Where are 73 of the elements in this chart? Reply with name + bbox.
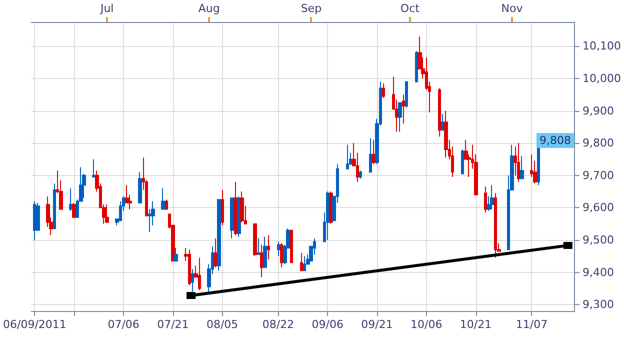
candlestick [398, 102, 402, 132]
candlestick [405, 81, 408, 108]
y-tick-label: 9,700 [582, 168, 614, 182]
x-tick-label: 08/05 [206, 318, 238, 331]
y-tick-label: 9,800 [582, 136, 614, 150]
x2-tick-label: Sep [300, 2, 322, 15]
candlestick [165, 199, 168, 210]
candlestick [346, 144, 349, 170]
x2-tick-label: Oct [400, 2, 420, 15]
candlestick [494, 192, 497, 258]
candlestick [280, 242, 283, 268]
candlestick [461, 149, 464, 174]
candlestick [138, 172, 142, 204]
x-tick-label: 10/06 [410, 318, 442, 331]
candlestick [520, 156, 524, 180]
candlestick [290, 230, 293, 264]
candlestick [92, 158, 96, 178]
y-tick-label: 9,600 [582, 201, 614, 214]
candlestick [221, 189, 224, 226]
candlestick [234, 181, 237, 236]
candlestick [174, 248, 178, 262]
x-tick-label: 06/09/2011 [2, 318, 66, 331]
candlestick [257, 238, 260, 255]
y-tick-label: 10,100 [582, 40, 622, 53]
x-tick-label: 10/21 [460, 318, 492, 331]
y-tick-label: 9,500 [582, 233, 614, 246]
x-tick-label: 07/06 [108, 318, 140, 331]
candlestick [260, 244, 264, 278]
candlestick [300, 252, 303, 272]
y-tick-label: 9,400 [582, 266, 614, 279]
candlestick [240, 191, 244, 223]
candlestick [217, 199, 221, 272]
candlestick [382, 82, 385, 98]
candlestick [263, 236, 267, 268]
x2-tick-label: Nov [501, 2, 524, 15]
candlestick [303, 256, 306, 272]
candlestick [33, 200, 36, 240]
candlestick [438, 88, 441, 138]
candlestick [402, 94, 405, 124]
candlestick [214, 238, 217, 268]
candlestick [253, 223, 257, 257]
candlestick [372, 139, 375, 165]
candlestick [161, 188, 165, 210]
candlestick [191, 268, 194, 292]
y-tick-label: 10,000 [582, 72, 622, 86]
candlestick [69, 188, 73, 212]
candlestick [359, 170, 362, 180]
candlestick [415, 50, 418, 82]
candlestick [105, 204, 109, 223]
candlestick [72, 202, 76, 218]
candlestick [198, 257, 201, 291]
x-tick-label: 08/22 [262, 318, 294, 331]
candlestick [53, 182, 56, 230]
y-tick-label: 9,900 [582, 104, 614, 118]
y-tick-label: 9,300 [582, 298, 614, 312]
x-tick-label: 07/21 [157, 318, 189, 331]
candlestick [490, 184, 494, 210]
candlestick [369, 138, 372, 173]
x2-tick-label: Aug [198, 2, 220, 15]
candlestick [484, 186, 487, 214]
candlestick [267, 234, 270, 260]
candlestick [188, 249, 191, 286]
candlestick [277, 241, 280, 257]
candlestick [444, 110, 448, 158]
candlestick [230, 197, 234, 239]
x2-tick-label: Jul [99, 2, 114, 15]
candlestick [517, 142, 520, 182]
x-tick-label: 09/21 [361, 318, 393, 331]
x-tick-label: 09/06 [312, 318, 344, 331]
candlestick [326, 191, 329, 240]
candlestick [119, 200, 122, 222]
x-tick-label: 11/07 [516, 318, 548, 331]
annotation: 9,808 [540, 134, 571, 148]
